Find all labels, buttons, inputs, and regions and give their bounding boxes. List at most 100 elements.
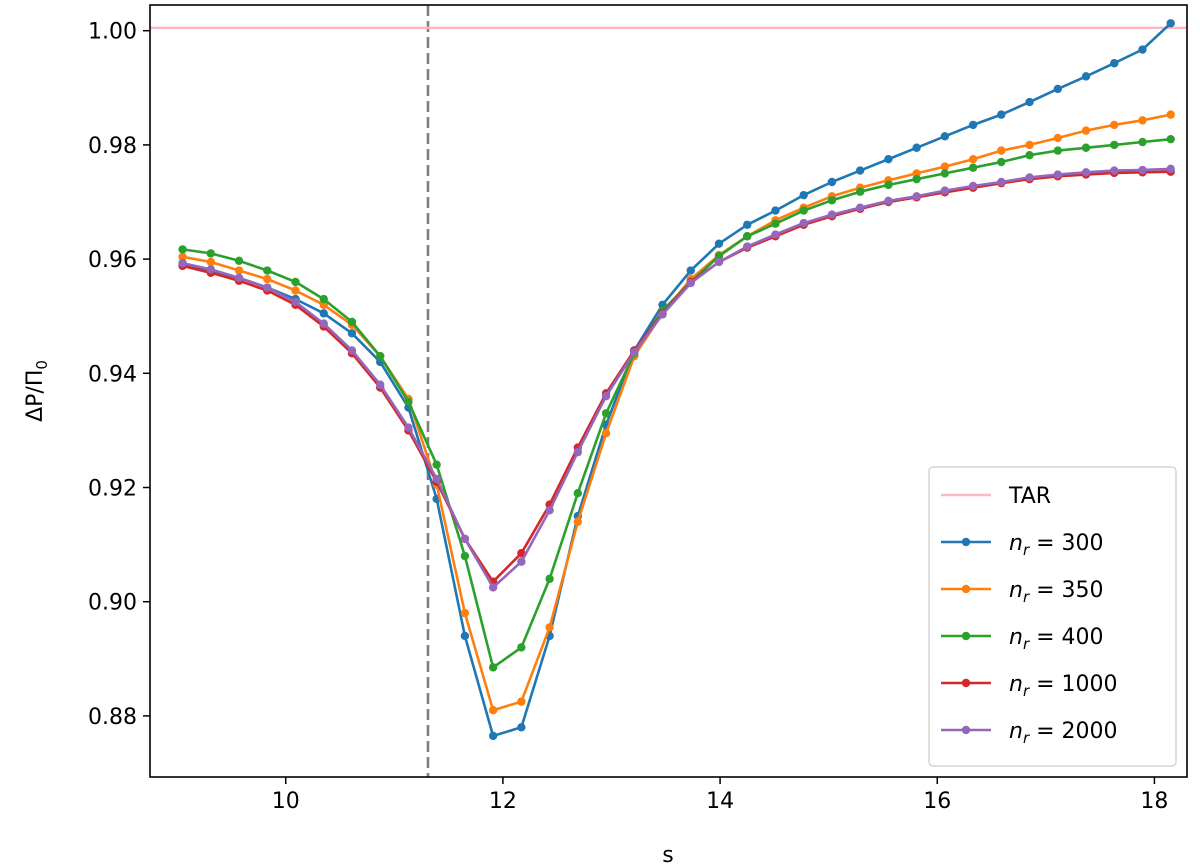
data-point xyxy=(545,623,554,632)
data-point xyxy=(686,266,695,275)
data-point xyxy=(545,574,554,584)
plot-frame xyxy=(149,4,1188,778)
data-point xyxy=(799,190,808,200)
data-point xyxy=(488,731,498,741)
data-point xyxy=(714,239,724,248)
legend-label-subscript: r xyxy=(1023,588,1030,606)
data-point xyxy=(968,154,978,164)
data-point xyxy=(912,143,921,152)
data-point xyxy=(997,110,1006,119)
data-point xyxy=(178,252,187,262)
legend-label-value: = 350 xyxy=(1029,578,1103,603)
legend-label-var: n xyxy=(1009,625,1023,650)
data-point xyxy=(573,489,583,498)
data-point xyxy=(376,380,385,389)
data-point xyxy=(1053,170,1062,179)
data-point xyxy=(1138,137,1147,147)
data-point xyxy=(1110,140,1119,150)
data-point xyxy=(912,174,921,184)
data-point xyxy=(997,177,1006,187)
data-point xyxy=(1081,143,1091,152)
legend-label-var: n xyxy=(1009,531,1023,556)
data-point xyxy=(601,391,611,401)
data-point xyxy=(460,534,470,544)
data-point xyxy=(884,180,893,190)
legend-label-value: = 400 xyxy=(1029,625,1103,650)
legend-label-value: = 1000 xyxy=(1029,672,1117,697)
x-tick-label: 12 xyxy=(489,789,517,814)
data-point xyxy=(884,196,893,206)
legend-marker xyxy=(961,631,971,641)
legend-item-series-1: nr = 300 xyxy=(941,531,1104,559)
data-point xyxy=(997,157,1006,167)
data-point xyxy=(347,346,357,355)
data-point xyxy=(1081,168,1091,177)
data-point xyxy=(319,294,328,304)
data-point xyxy=(517,697,526,706)
data-point xyxy=(347,329,357,338)
data-point xyxy=(291,286,300,295)
data-point xyxy=(968,120,978,130)
legend-label-value: = 2000 xyxy=(1029,719,1117,744)
data-point xyxy=(263,274,272,284)
data-point xyxy=(827,196,837,205)
x-tick-label: 14 xyxy=(706,789,734,814)
legend-label-subscript: r xyxy=(1023,682,1030,700)
legend-label: nr = 1000 xyxy=(1009,672,1118,700)
data-point xyxy=(771,230,780,239)
data-point xyxy=(1025,140,1034,150)
data-point xyxy=(488,663,498,672)
data-point xyxy=(884,154,893,164)
data-point xyxy=(1053,133,1062,143)
data-point xyxy=(432,474,441,484)
data-point xyxy=(743,242,752,251)
series-5 xyxy=(178,164,1175,592)
data-point xyxy=(319,309,328,318)
data-point xyxy=(460,631,470,641)
legend-item-series-2: nr = 350 xyxy=(941,578,1104,606)
data-point xyxy=(940,132,950,141)
legend-label: nr = 350 xyxy=(1009,578,1104,606)
data-point xyxy=(347,317,357,327)
data-point xyxy=(488,705,498,715)
data-point xyxy=(178,245,187,254)
data-point xyxy=(940,162,950,171)
data-point xyxy=(686,278,695,288)
data-point xyxy=(263,283,272,292)
x-tick-label: 10 xyxy=(272,789,300,814)
data-point xyxy=(799,218,808,228)
data-point xyxy=(1166,19,1175,28)
y-tick-label: 0.92 xyxy=(88,477,137,502)
y-axis-label: ΔP/Π0 xyxy=(23,360,51,422)
data-point xyxy=(517,723,526,732)
data-point xyxy=(573,517,583,526)
data-point xyxy=(206,257,216,267)
legend-label-subscript: r xyxy=(1023,541,1030,559)
x-tick-label: 18 xyxy=(1140,789,1168,814)
series-line xyxy=(182,22,1172,738)
data-point xyxy=(488,583,498,592)
data-point xyxy=(601,429,611,438)
data-point xyxy=(743,220,752,230)
data-point xyxy=(1166,110,1175,119)
data-point xyxy=(573,447,583,457)
data-point xyxy=(912,192,921,201)
data-point xyxy=(460,608,470,618)
legend-label: nr = 2000 xyxy=(1009,719,1118,747)
data-point xyxy=(771,206,780,215)
data-point xyxy=(1138,116,1147,125)
data-point xyxy=(1025,97,1034,107)
legend-label-value: = 300 xyxy=(1029,531,1103,556)
data-point xyxy=(404,423,413,432)
data-point xyxy=(968,181,978,191)
data-point xyxy=(1025,173,1034,182)
y-tick-label: 0.94 xyxy=(88,362,137,387)
legend-marker xyxy=(961,584,971,594)
legend-label-subscript: r xyxy=(1023,635,1030,653)
x-axis-label: s xyxy=(662,843,673,868)
data-point xyxy=(1053,146,1062,155)
data-point xyxy=(940,186,950,195)
legend-label-var: n xyxy=(1009,578,1023,603)
legend-item-series-5: nr = 2000 xyxy=(941,719,1118,747)
